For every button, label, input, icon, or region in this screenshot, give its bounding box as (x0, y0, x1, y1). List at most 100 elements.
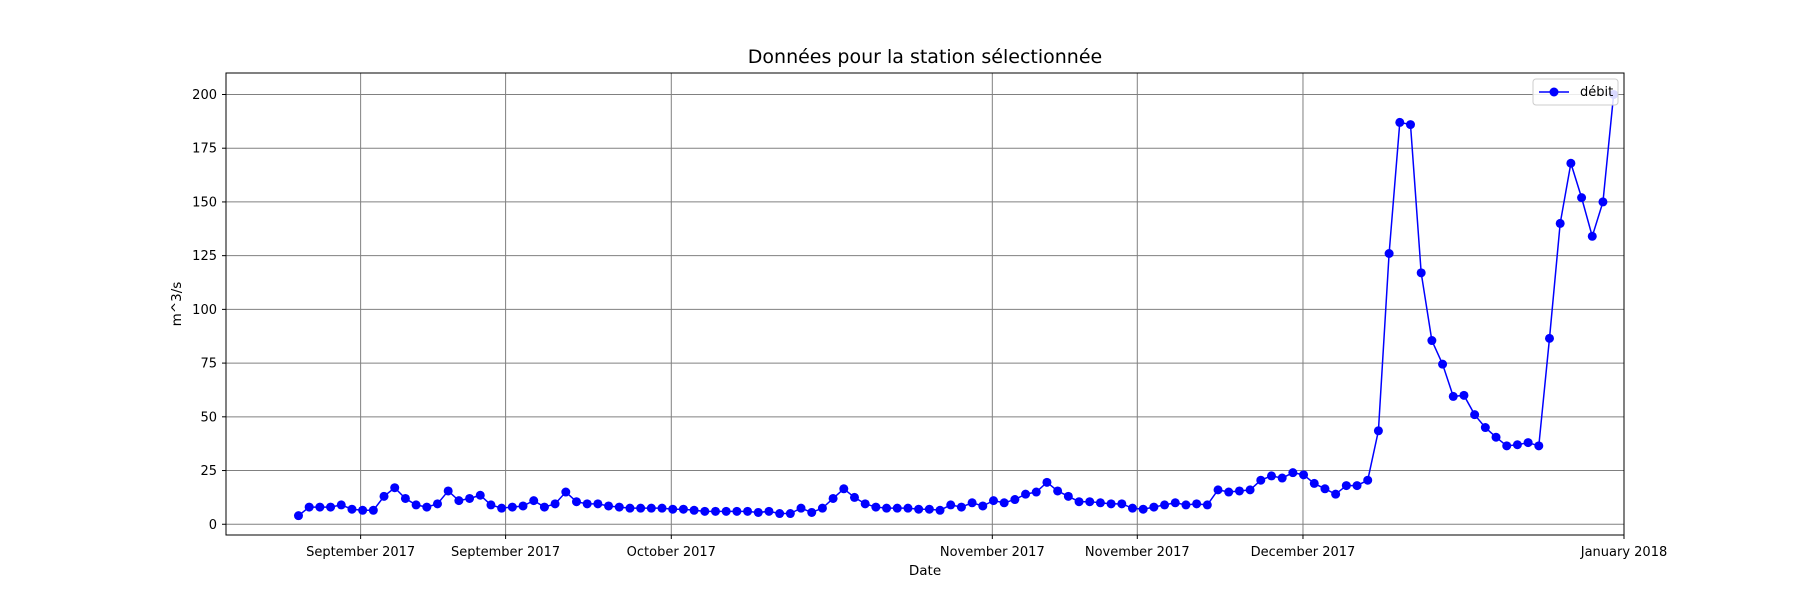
data-point (710, 506, 720, 516)
series-group (293, 89, 1619, 521)
data-point (1534, 441, 1544, 451)
data-point (400, 493, 410, 503)
data-point (550, 499, 560, 509)
legend-label: débit (1580, 85, 1613, 100)
data-point (1256, 475, 1266, 485)
x-tick-label: January 2018 (1580, 545, 1668, 560)
data-point (443, 486, 453, 496)
data-point (1373, 426, 1383, 436)
grid (226, 73, 1625, 535)
data-point (1031, 487, 1041, 497)
data-point (1395, 117, 1405, 127)
data-point (1202, 500, 1212, 510)
legend: débit (1532, 78, 1619, 106)
data-point (817, 503, 827, 513)
data-point (1555, 218, 1565, 228)
data-point (924, 504, 934, 514)
data-point (1170, 498, 1180, 508)
data-point (1042, 477, 1052, 487)
data-point (1598, 197, 1608, 207)
data-point (657, 503, 667, 513)
data-point (700, 506, 710, 516)
data-point (1438, 359, 1448, 369)
data-point (721, 506, 731, 516)
data-point (796, 503, 806, 513)
data-point (1577, 193, 1587, 203)
data-point (593, 499, 603, 509)
data-point (507, 502, 517, 512)
data-point (732, 506, 742, 516)
data-point (1566, 158, 1576, 168)
data-point (368, 505, 378, 515)
data-point (454, 496, 464, 506)
data-point (475, 490, 485, 500)
plot-frame (225, 72, 1625, 536)
data-point (326, 502, 336, 512)
data-point (1160, 500, 1170, 510)
data-point (892, 503, 902, 513)
data-point (678, 504, 688, 514)
data-point (882, 503, 892, 513)
data-point (689, 505, 699, 515)
data-point (1117, 499, 1127, 509)
data-point (1224, 487, 1234, 497)
data-point (497, 503, 507, 513)
data-point (1512, 440, 1522, 450)
x-axis: September 2017 September 2017 October 2017… (306, 535, 1667, 560)
y-axis: 0 25 50 75 100 125 150 175 200 (192, 88, 226, 533)
data-point (1299, 470, 1309, 480)
data-point (860, 499, 870, 509)
data-point (1063, 491, 1073, 501)
x-tick-label: December 2017 (1251, 545, 1356, 560)
data-point (1213, 485, 1223, 495)
data-point (529, 496, 539, 506)
data-point (1363, 475, 1373, 485)
data-point (1277, 473, 1287, 483)
data-point (625, 503, 635, 513)
series-line (298, 94, 1615, 517)
x-axis-label: Date (909, 563, 941, 579)
data-point (304, 502, 314, 512)
data-point (1266, 471, 1276, 481)
data-point (1021, 489, 1031, 499)
data-point (518, 501, 528, 511)
y-tick-label: 50 (200, 410, 217, 425)
data-point (967, 498, 977, 508)
data-point (1181, 500, 1191, 510)
data-point (604, 501, 614, 511)
data-point (582, 499, 592, 509)
data-point (1427, 336, 1437, 346)
data-point (1309, 478, 1319, 488)
data-point (946, 500, 956, 510)
data-point (1341, 481, 1351, 491)
data-point (539, 502, 549, 512)
data-point (1095, 498, 1105, 508)
legend-box (1532, 78, 1619, 106)
data-point (1416, 268, 1426, 278)
data-point (668, 504, 678, 514)
data-point (1245, 485, 1255, 495)
data-point (1138, 504, 1148, 514)
data-point (465, 493, 475, 503)
data-point (753, 507, 763, 517)
data-point (336, 500, 346, 510)
data-point (1053, 486, 1063, 496)
data-point (1320, 484, 1330, 494)
data-point (1544, 333, 1554, 343)
data-point (422, 502, 432, 512)
data-point (347, 504, 357, 514)
data-point (561, 487, 571, 497)
data-point (411, 500, 421, 510)
data-point (1074, 497, 1084, 507)
data-point (1491, 432, 1501, 442)
y-tick-label: 25 (200, 464, 217, 479)
data-point (1192, 499, 1202, 509)
data-point (839, 484, 849, 494)
y-tick-label: 100 (192, 303, 217, 318)
y-tick-label: 125 (192, 249, 217, 264)
data-point (764, 506, 774, 516)
x-tick-label: September 2017 (306, 545, 415, 560)
data-point (1127, 503, 1137, 513)
data-point (1352, 481, 1362, 491)
